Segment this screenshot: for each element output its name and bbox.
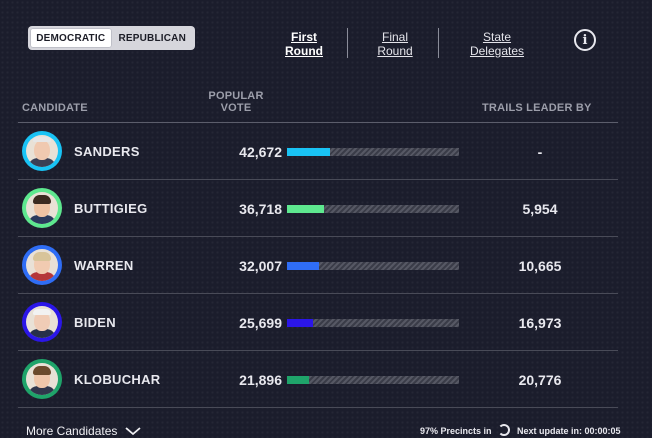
candidate-row[interactable]: BUTTIGIEG 36,718 5,954 [18,180,618,237]
header-divider [18,122,618,123]
vote-bar-fill [287,148,330,156]
refresh-icon[interactable] [498,424,510,436]
avatar [22,359,62,399]
vote-bar-track [287,262,459,270]
vote-bar-track [287,148,459,156]
header-popular-vote-line2: VOTE [220,102,252,114]
tab-state-delegates-line2: Delegates [469,44,525,58]
candidate-name: WARREN [74,258,134,273]
avatar [22,245,62,285]
trails-leader-by: 5,954 [522,201,558,217]
tab-first-round[interactable]: First Round [284,30,324,58]
avatar [22,131,62,171]
popular-vote-count: 42,672 [239,144,282,160]
vote-bar-fill [287,205,324,213]
candidate-name: BIDEN [74,315,116,330]
header-candidate: CANDIDATE [22,102,88,114]
header-popular-vote: POPULAR VOTE [206,90,266,114]
tab-divider [438,28,439,58]
candidate-name: KLOBUCHAR [74,372,161,387]
vote-bar-track [287,205,459,213]
popular-vote-count: 36,718 [239,201,282,217]
candidate-row[interactable]: KLOBUCHAR 21,896 20,776 [18,351,618,408]
tab-divider [347,28,348,58]
chevron-down-icon [125,426,141,435]
trails-leader-by: 10,665 [518,258,562,274]
trails-leader-by: 16,973 [518,315,562,331]
more-candidates-button[interactable]: More Candidates [26,424,141,438]
vote-bar-fill [287,376,309,384]
tab-final-round-line2: Round [377,44,413,58]
democratic-toggle-button[interactable]: DEMOCRATIC [30,28,112,48]
avatar [22,188,62,228]
tab-state-delegates-line1: State [482,30,512,44]
vote-bar-fill [287,319,313,327]
tab-state-delegates[interactable]: State Delegates [464,30,530,58]
tab-final-round[interactable]: Final Round [374,30,416,58]
trails-leader-by: - [537,144,543,160]
candidate-name: BUTTIGIEG [74,201,148,216]
header-trails-leader-by: TRAILS LEADER BY [482,102,592,114]
candidate-row[interactable]: WARREN 32,007 10,665 [18,237,618,294]
avatar [22,302,62,342]
more-candidates-label: More Candidates [26,424,118,438]
tab-first-round-line2: Round [285,44,323,58]
republican-toggle-button[interactable]: REPUBLICAN [118,32,187,44]
vote-bar-fill [287,262,319,270]
popular-vote-count: 25,699 [239,315,282,331]
candidate-row[interactable]: BIDEN 25,699 16,973 [18,294,618,351]
tab-final-round-line1: Final [381,30,408,44]
vote-bar-track [287,376,459,384]
candidate-name: SANDERS [74,144,140,159]
precincts-reporting: 97% Precincts in [420,426,492,436]
info-icon[interactable]: i [574,29,596,51]
popular-vote-count: 32,007 [239,258,282,274]
tab-first-round-line1: First [290,30,317,44]
party-toggle: DEMOCRATIC REPUBLICAN [28,26,195,50]
next-update-timer: Next update in: 00:00:05 [517,426,621,436]
popular-vote-count: 21,896 [239,372,282,388]
vote-bar-track [287,319,459,327]
candidate-row[interactable]: SANDERS 42,672 - [18,123,618,180]
trails-leader-by: 20,776 [518,372,562,388]
header-popular-vote-line1: POPULAR [208,90,264,102]
